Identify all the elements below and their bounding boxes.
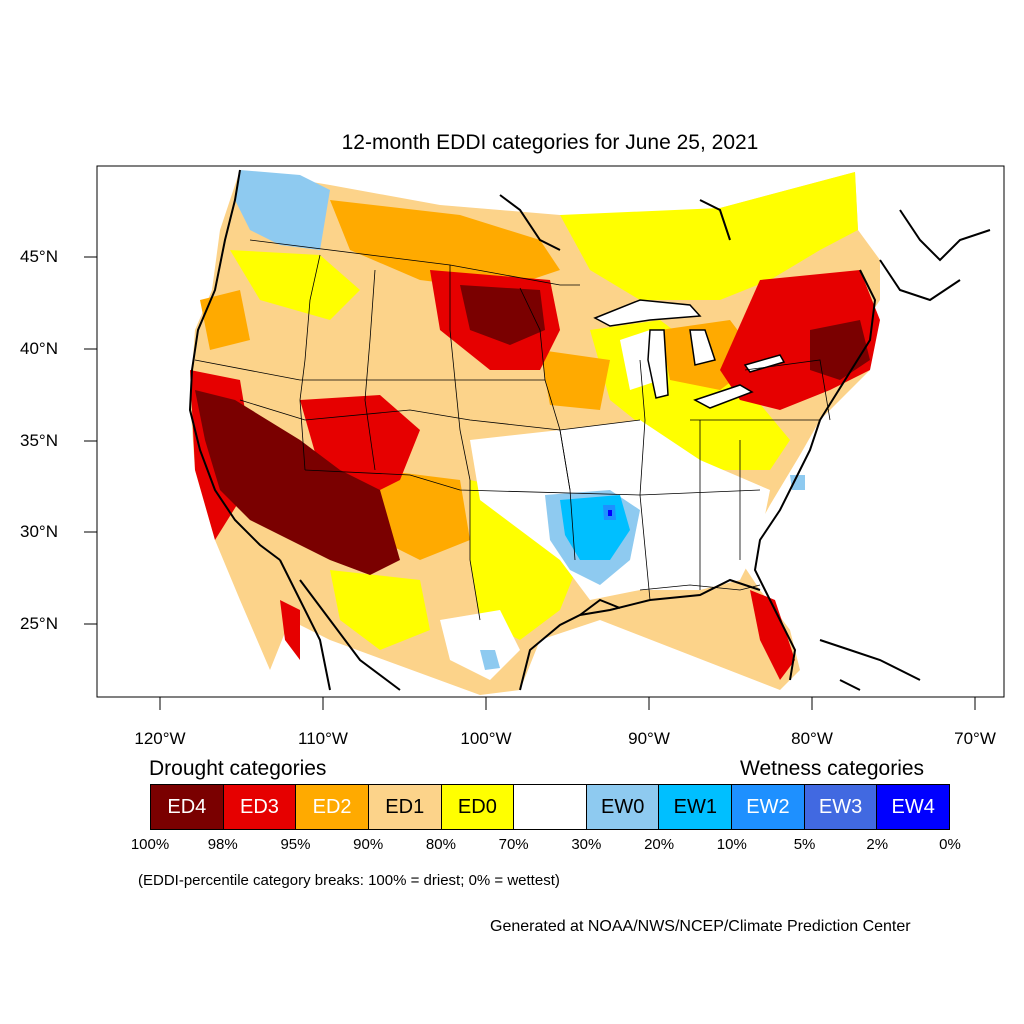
- legend-break-label: 30%: [571, 836, 602, 853]
- legend-break-label: 20%: [644, 836, 675, 853]
- legend-segment-ed3: ED3: [223, 785, 297, 829]
- lon-label-100: 100°W: [460, 729, 512, 748]
- credit-line: Generated at NOAA/NWS/NCEP/Climate Predi…: [490, 918, 911, 935]
- lon-label-90: 90°W: [628, 729, 670, 748]
- footnote: (EDDI-percentile category breaks: 100% =…: [138, 872, 560, 889]
- legend-segment-ed1: ED1: [368, 785, 442, 829]
- legend-break-label: 90%: [353, 836, 384, 853]
- legend-break-label: 95%: [280, 836, 311, 853]
- legend-segment-ed2: ED2: [296, 785, 369, 829]
- lat-label-30: 30°N: [20, 522, 58, 541]
- map-title: 12-month EDDI categories for June 25, 20…: [341, 131, 759, 154]
- wetness-categories-title: Wetness categories: [740, 757, 925, 780]
- lat-label-45: 45°N: [20, 247, 58, 266]
- lon-label-110: 110°W: [298, 729, 348, 748]
- legend-segment-ew4: EW4: [877, 785, 950, 829]
- legend-segment-ed4: ED4: [151, 785, 224, 829]
- state-boundaries: [194, 239, 831, 621]
- legend-break-label: 2%: [866, 836, 889, 853]
- coastlines: [188, 169, 991, 691]
- legend-break-label: 100%: [130, 836, 170, 853]
- axis-ticks: [84, 256, 976, 710]
- lon-label-120: 120°W: [134, 729, 186, 748]
- legend-break-label: 5%: [793, 836, 816, 853]
- lat-label-25: 25°N: [20, 614, 58, 633]
- legend-color-bar: ED4 ED3 ED2 ED1 ED0 EW0 EW1 EW2 EW3 EW4: [150, 784, 950, 830]
- lon-label-70: 70°W: [954, 729, 996, 748]
- lon-label-80: 80°W: [791, 729, 833, 748]
- legend-segment-ew3: EW3: [804, 785, 878, 829]
- legend-segment-ew1: EW1: [659, 785, 733, 829]
- legend-break-label: 70%: [498, 836, 529, 853]
- drought-categories-title: Drought categories: [149, 757, 327, 780]
- legend-segment-ew0: EW0: [586, 785, 660, 829]
- lat-label-40: 40°N: [20, 339, 58, 358]
- legend-segment-normal: [514, 785, 587, 829]
- legend-break-label: 98%: [207, 836, 238, 853]
- eddi-field-ed0: [230, 172, 858, 650]
- legend-segment-ew2: EW2: [732, 785, 805, 829]
- legend-break-label: 80%: [425, 836, 456, 853]
- map-border: [96, 165, 1005, 698]
- legend-break-label: 10%: [716, 836, 747, 853]
- great-lakes: [593, 299, 786, 409]
- legend-segment-ed0: ED0: [441, 785, 515, 829]
- legend-break-label: 0%: [939, 836, 961, 853]
- lat-label-35: 35°N: [20, 431, 58, 450]
- eddi-field-wet: [235, 170, 805, 670]
- eddi-field-ed4: [195, 285, 870, 575]
